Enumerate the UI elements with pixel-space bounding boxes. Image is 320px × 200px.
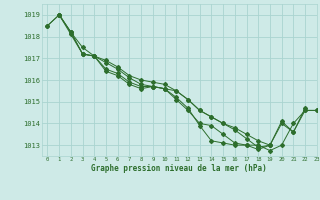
X-axis label: Graphe pression niveau de la mer (hPa): Graphe pression niveau de la mer (hPa) <box>91 164 267 173</box>
